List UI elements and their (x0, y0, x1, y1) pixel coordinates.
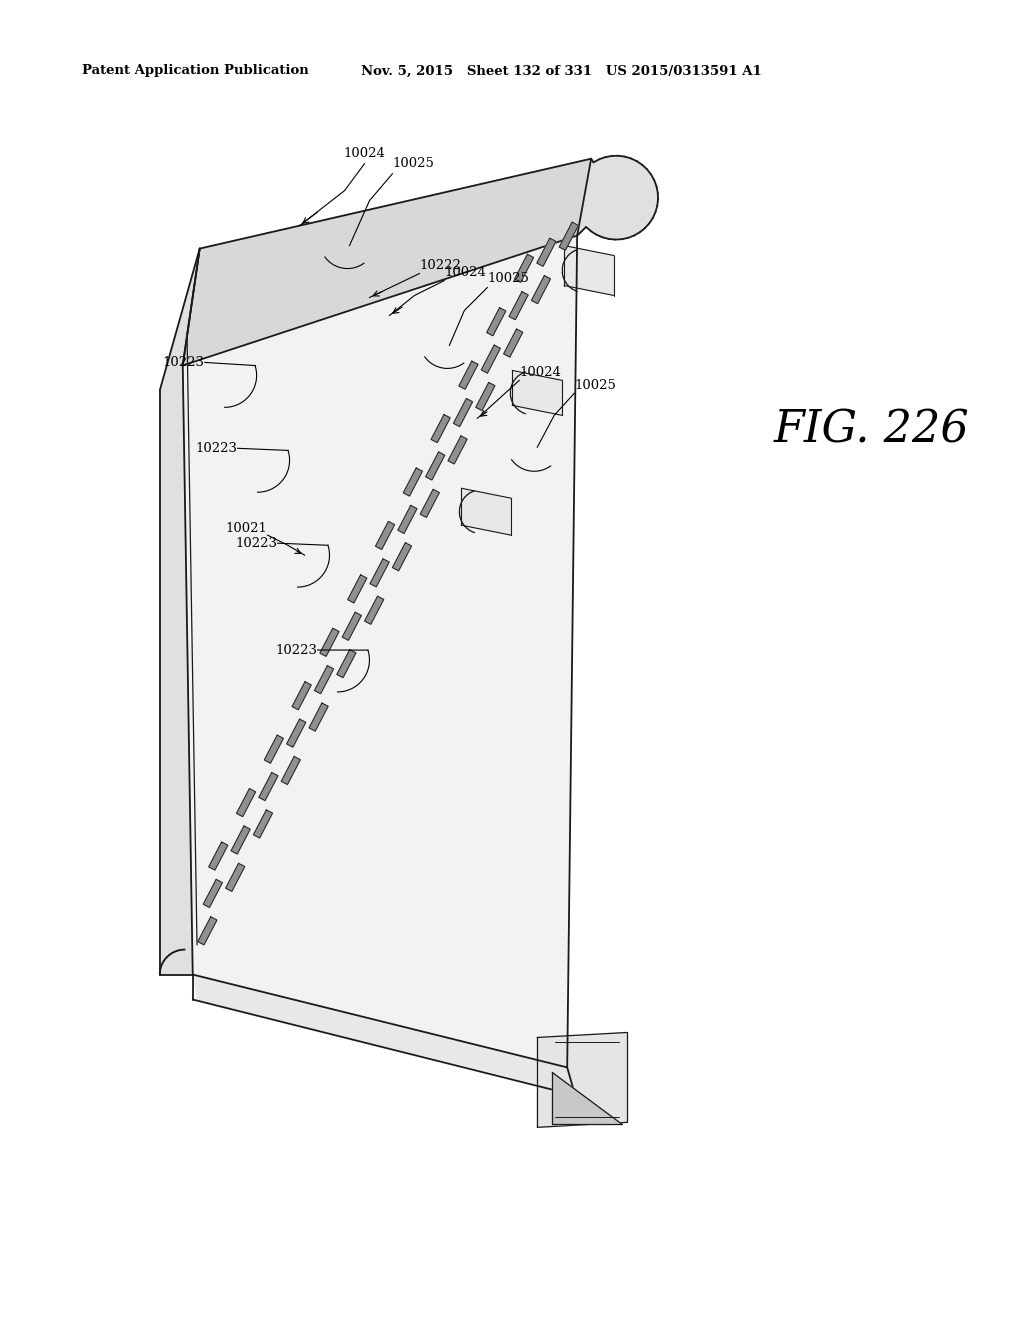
Polygon shape (231, 826, 250, 854)
Polygon shape (337, 649, 356, 677)
Text: FIG. 226: FIG. 226 (774, 409, 970, 451)
Polygon shape (531, 276, 551, 304)
Polygon shape (209, 842, 227, 870)
Polygon shape (225, 863, 245, 891)
Polygon shape (403, 469, 423, 496)
Polygon shape (578, 156, 658, 240)
Text: 10021: 10021 (225, 521, 267, 535)
Polygon shape (198, 917, 217, 945)
Polygon shape (376, 521, 394, 549)
Polygon shape (552, 1072, 623, 1125)
Polygon shape (264, 735, 284, 763)
Polygon shape (431, 414, 451, 442)
Polygon shape (392, 543, 412, 570)
Polygon shape (420, 490, 439, 517)
Text: 10024: 10024 (519, 366, 561, 379)
Text: 10025: 10025 (487, 272, 529, 285)
Polygon shape (204, 879, 222, 907)
Polygon shape (237, 788, 256, 817)
Polygon shape (504, 329, 522, 358)
Polygon shape (182, 158, 591, 366)
Text: 10024: 10024 (444, 267, 486, 279)
Polygon shape (259, 772, 278, 801)
Polygon shape (398, 506, 417, 533)
Polygon shape (314, 665, 334, 694)
Polygon shape (564, 246, 614, 296)
Polygon shape (193, 974, 572, 1093)
Text: 10025: 10025 (392, 157, 434, 170)
Polygon shape (182, 235, 578, 1068)
Polygon shape (449, 436, 467, 463)
Polygon shape (459, 362, 478, 389)
Polygon shape (481, 345, 501, 374)
Polygon shape (319, 628, 339, 656)
Polygon shape (309, 704, 328, 731)
Polygon shape (287, 719, 306, 747)
Text: 10222: 10222 (420, 259, 461, 272)
Polygon shape (486, 308, 506, 335)
Polygon shape (462, 488, 511, 535)
Text: 10223: 10223 (236, 537, 278, 549)
Polygon shape (538, 1032, 627, 1127)
Text: 10223: 10223 (275, 644, 317, 656)
Polygon shape (454, 399, 472, 426)
Text: 10223: 10223 (163, 356, 205, 368)
Polygon shape (512, 371, 562, 416)
Polygon shape (370, 558, 389, 587)
Polygon shape (365, 597, 384, 624)
Text: Patent Application Publication: Patent Application Publication (82, 65, 308, 78)
Text: 10025: 10025 (574, 379, 616, 392)
Polygon shape (509, 292, 528, 319)
Text: 10223: 10223 (196, 442, 238, 455)
Text: Nov. 5, 2015   Sheet 132 of 331   US 2015/0313591 A1: Nov. 5, 2015 Sheet 132 of 331 US 2015/03… (361, 65, 762, 78)
Polygon shape (476, 383, 495, 411)
Polygon shape (514, 255, 534, 282)
Text: 10024: 10024 (343, 148, 385, 160)
Polygon shape (559, 222, 579, 251)
Polygon shape (292, 681, 311, 710)
Polygon shape (253, 810, 272, 838)
Polygon shape (348, 576, 367, 603)
Polygon shape (537, 238, 556, 267)
Polygon shape (160, 248, 200, 974)
Polygon shape (342, 612, 361, 640)
Polygon shape (282, 756, 300, 784)
Polygon shape (426, 451, 444, 480)
